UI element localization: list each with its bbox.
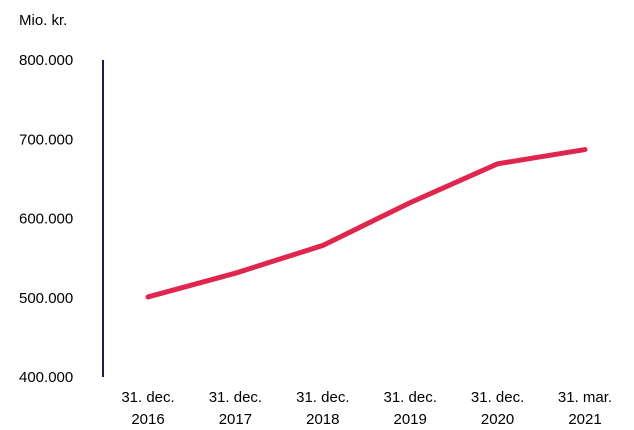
y-axis-ticks: 400.000 500.000 600.000 700.000 800.000 [19, 52, 73, 386]
series-group [145, 147, 588, 300]
x-tick-label: 31. dec. 2018 [296, 389, 349, 428]
x-tick-label: 31. dec. 2019 [384, 389, 437, 428]
y-tick-label: 600.000 [19, 211, 73, 228]
y-axis-unit-label: Mio. kr. [19, 12, 68, 29]
y-tick-label: 500.000 [19, 290, 73, 307]
y-tick-label: 700.000 [19, 131, 73, 148]
x-axis-ticks: 31. dec. 2016 31. dec. 2017 31. dec. 2018 31. … [121, 389, 612, 428]
series-line [145, 147, 588, 300]
x-tick-label: 31. dec. 2020 [471, 389, 524, 428]
y-tick-label: 800.000 [19, 52, 73, 69]
x-tick-label: 31. dec. 2016 [121, 389, 174, 428]
x-tick-label: 31. mar. 2021 [558, 389, 612, 428]
y-tick-label: 400.000 [19, 369, 73, 386]
x-tick-label: 31. dec. 2017 [209, 389, 262, 428]
